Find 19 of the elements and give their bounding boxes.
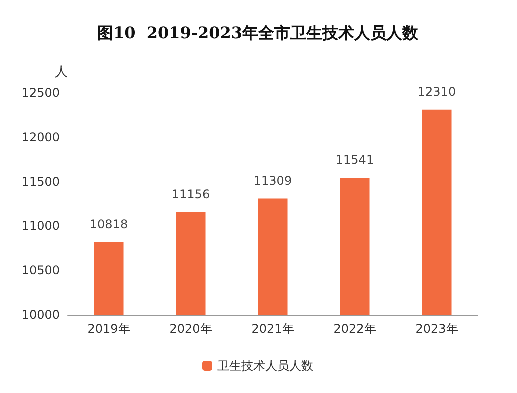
x-tick-label: 2021年 (252, 322, 294, 336)
data-label: 11309 (254, 174, 292, 188)
chart-title: 图10 2019-2023年全市卫生技术人员人数 (97, 24, 420, 42)
data-label: 11156 (172, 187, 210, 202)
y-tick-label: 10500 (22, 264, 60, 278)
y-tick-label: 11000 (22, 219, 60, 234)
x-tick-label: 2019年 (88, 322, 130, 336)
data-label: 10818 (90, 217, 128, 232)
y-tick-label: 12500 (22, 86, 60, 100)
legend-label: 卫生技术人员人数 (218, 359, 314, 373)
data-label: 12310 (418, 84, 456, 99)
x-tick-label: 2023年 (416, 322, 458, 336)
y-tick-label: 12000 (22, 130, 60, 144)
x-tick-label: 2022年 (334, 322, 376, 336)
x-tick-label: 2020年 (170, 322, 212, 336)
data-label: 11541 (336, 153, 374, 168)
y-axis-title: 人 (55, 65, 68, 80)
y-tick-label: 10000 (22, 308, 60, 322)
y-tick-label: 11500 (22, 174, 60, 189)
